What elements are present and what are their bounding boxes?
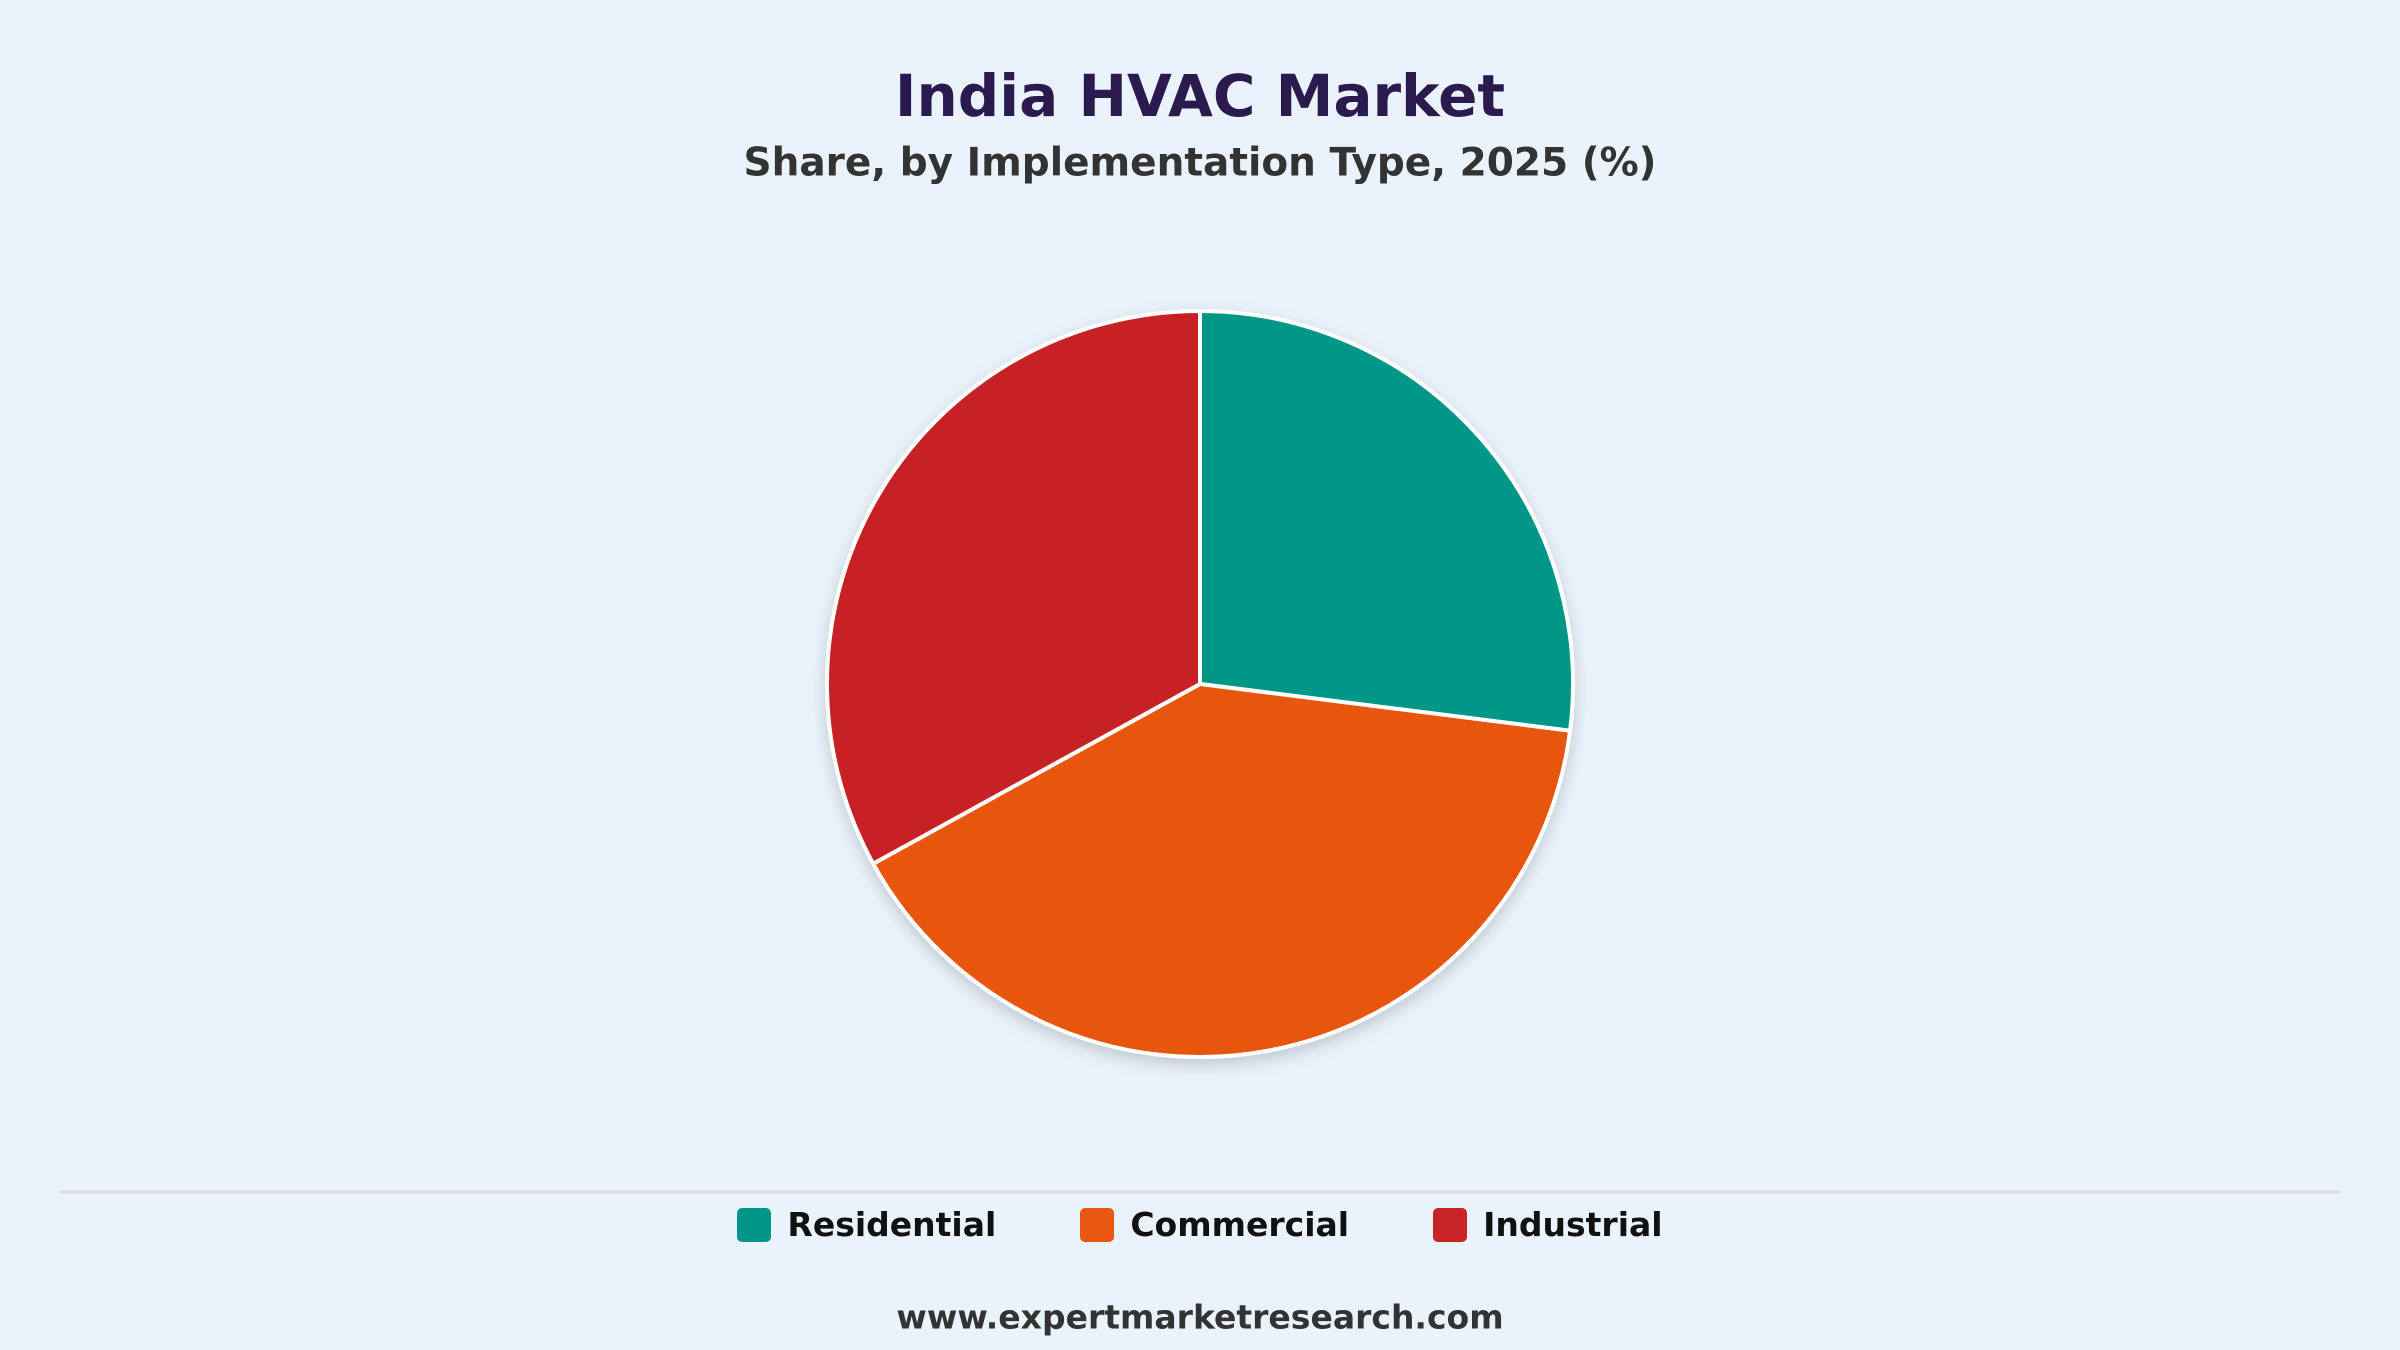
legend-item: Commercial — [1080, 1205, 1349, 1244]
pie — [825, 309, 1576, 1059]
chart-subtitle: Share, by Implementation Type, 2025 (%) — [743, 141, 1656, 186]
legend-label: Commercial — [1130, 1205, 1350, 1244]
source: www.expertmarketresearch.com — [896, 1298, 1503, 1337]
pie-slice — [1198, 309, 1576, 733]
legend-label: Industrial — [1483, 1205, 1663, 1244]
legend: Residential Commercial Industrial — [0, 1205, 2400, 1244]
chart-title: India HVAC Market — [895, 62, 1505, 130]
legend-label: Residential — [787, 1205, 997, 1244]
legend-item: Residential — [737, 1205, 996, 1244]
legend-swatch — [1080, 1207, 1115, 1242]
legend-item: Industrial — [1433, 1205, 1663, 1244]
legend-swatch — [737, 1207, 772, 1242]
pie-slice — [871, 682, 1573, 1059]
pie-slice — [825, 309, 1202, 866]
legend-swatch — [1433, 1207, 1468, 1242]
